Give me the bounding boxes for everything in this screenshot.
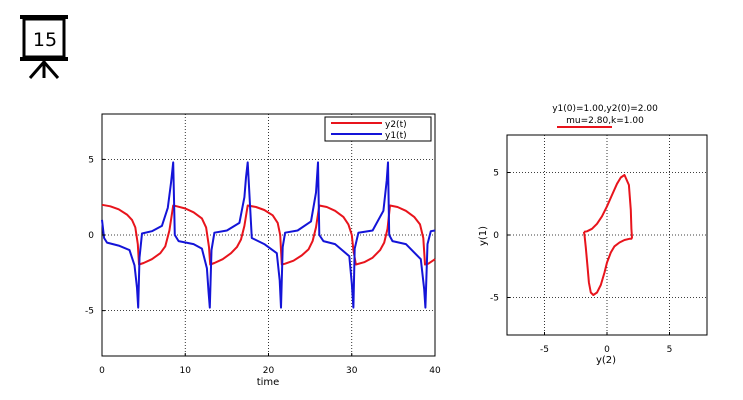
- y-tick-label: -5: [85, 307, 94, 317]
- presentation-board-icon: 15: [10, 12, 80, 82]
- phase-plot-title: y1(0)=1.00,y2(0)=2.00: [552, 104, 658, 114]
- y-tick-label: 5: [493, 169, 499, 179]
- phase-x-axis-label: y(2): [596, 355, 616, 366]
- x-axis-label: time: [257, 377, 280, 388]
- x-tick-label: -5: [540, 345, 549, 355]
- x-tick-label: 30: [346, 366, 358, 376]
- x-tick-label: 40: [429, 366, 441, 376]
- legend-label-y1: y1(t): [385, 131, 407, 141]
- series-line-y2t: [101, 203, 436, 266]
- y-tick-label: -5: [490, 294, 499, 304]
- legend-label-y2: y2(t): [385, 120, 407, 130]
- x-tick-label: 5: [667, 345, 673, 355]
- slide-number: 15: [32, 29, 58, 51]
- y-tick-label: 0: [493, 231, 499, 241]
- phase-y-axis-label: y(1): [478, 226, 489, 246]
- x-tick-label: 20: [263, 366, 275, 376]
- y-tick-label: 0: [88, 231, 94, 241]
- series-line-y1t: [101, 161, 436, 309]
- x-tick-label: 0: [604, 345, 610, 355]
- phase-plot-subtitle: mu=2.80,k=1.00: [566, 116, 644, 126]
- y-tick-label: 5: [88, 155, 94, 165]
- legend: y2(t) y1(t): [324, 116, 432, 142]
- x-tick-label: 0: [99, 366, 105, 376]
- x-tick-label: 10: [180, 366, 192, 376]
- series-line-curve-0: [582, 174, 633, 296]
